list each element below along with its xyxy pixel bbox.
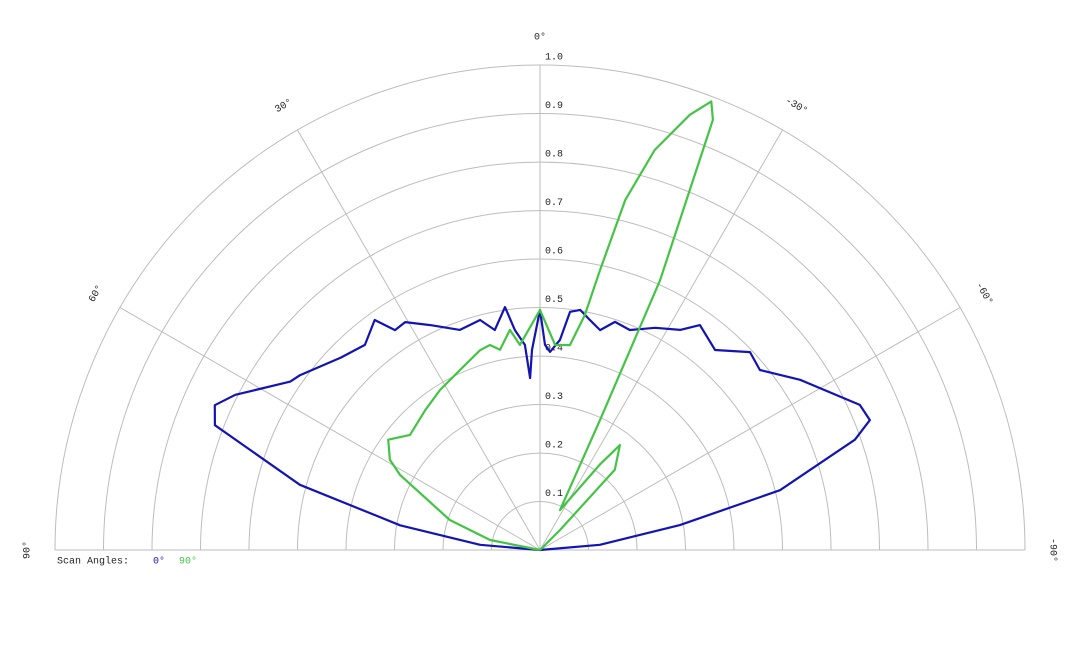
theta-tick-label: -90° <box>1046 538 1058 562</box>
theta-tick-label: 0° <box>534 32 546 44</box>
r-tick-label: 0.9 <box>545 101 563 112</box>
legend-entry: 90° <box>179 556 197 568</box>
series-line <box>213 306 871 552</box>
r-tick-label: 0.2 <box>545 441 563 452</box>
grid-spoke <box>539 129 783 551</box>
r-tick-label: 0.1 <box>545 489 563 500</box>
legend-entry: 0° <box>153 556 165 568</box>
series-line <box>387 100 714 552</box>
r-tick-label: 0.4 <box>545 344 563 355</box>
theta-tick-label: 90° <box>22 541 34 559</box>
r-tick-label: 0.8 <box>545 150 563 161</box>
grid-spoke <box>297 129 541 551</box>
theta-tick-label: 60° <box>87 283 106 305</box>
theta-tick-label: 30° <box>273 97 295 116</box>
theta-tick-label: -60° <box>973 280 995 307</box>
r-tick-label: 1.0 <box>545 53 563 64</box>
r-tick-label: 0.5 <box>545 295 563 306</box>
r-tick-label: 0.7 <box>545 198 563 209</box>
theta-tick-label: -30° <box>783 95 810 117</box>
r-tick-label: 0.3 <box>545 392 563 403</box>
legend-title: Scan Angles: <box>57 556 129 568</box>
r-tick-label: 0.6 <box>545 247 563 258</box>
grid-spoke <box>119 307 541 551</box>
grid-spoke <box>539 307 961 551</box>
